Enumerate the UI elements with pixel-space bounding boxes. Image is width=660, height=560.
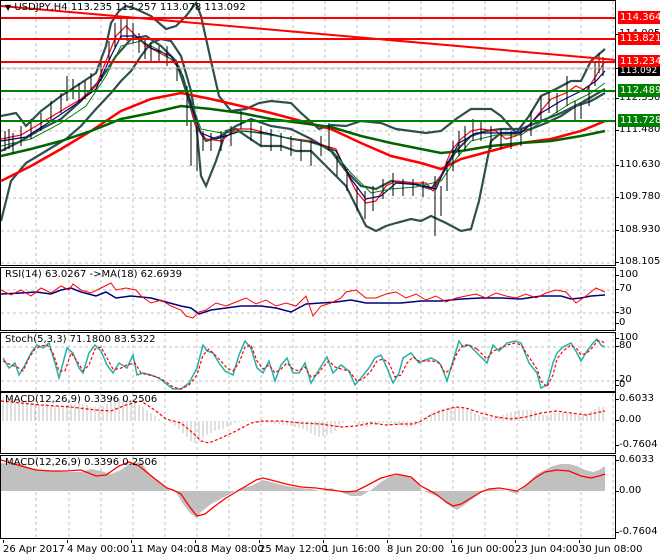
rsi-tick: 0 xyxy=(615,317,626,328)
price-label-114364: 114.364 xyxy=(618,11,660,24)
macd2-signal-line xyxy=(1,459,606,517)
macd2-histogram-area xyxy=(1,462,605,518)
macd2-tick: 0.6033 xyxy=(616,454,654,465)
candles xyxy=(4,16,604,236)
time-label: 23 Jun 04:00 xyxy=(515,540,579,555)
stochastic-panel[interactable]: Stoch(5,3,3) 71.1800 83.5322 xyxy=(0,332,616,392)
price-chart-panel[interactable]: ▼ USDJPY,H4 113.235 113.257 113.078 113.… xyxy=(0,0,616,266)
time-label: 26 Apr 2017 xyxy=(3,540,65,555)
time-axis: 26 Apr 2017 4 May 00:00 11 May 04:00 18 … xyxy=(0,540,660,560)
macd2-tick: 0.00 xyxy=(615,485,642,496)
macd2-canvas xyxy=(1,456,614,538)
rsi-tick: 30 xyxy=(616,306,632,317)
stoch-tick: 0 xyxy=(615,379,626,390)
price-label-111728: 111.728 xyxy=(618,114,660,127)
time-label: 11 May 04:00 xyxy=(131,540,200,555)
ma-green-slow xyxy=(1,104,606,158)
current-price-label: 113.092 xyxy=(618,67,660,76)
macd2-title: MACD(12,26,9) 0.3396 0.2506 xyxy=(5,457,158,468)
rsi-tick: 100 xyxy=(615,269,639,280)
rsi-line xyxy=(1,282,606,319)
price-tick: 109.780 xyxy=(615,191,660,202)
price-label-112489: 112.489 xyxy=(618,84,660,97)
ma-blue-fast xyxy=(1,35,606,200)
stoch-tick: 80 xyxy=(616,340,632,351)
time-label: 25 May 12:00 xyxy=(259,540,328,555)
stoch-title: Stoch(5,3,3) 71.1800 83.5322 xyxy=(5,334,156,345)
price-label-113821: 113.821 xyxy=(618,32,660,45)
rsi-canvas xyxy=(1,268,615,330)
macd-panel-2[interactable]: MACD(12,26,9) 0.3396 0.2506 xyxy=(0,455,616,539)
time-label: 18 May 08:00 xyxy=(195,540,264,555)
macd-panel-1[interactable]: MACD(12,26,9) 0.3396 0.2506 xyxy=(0,392,616,454)
ma-green-fast xyxy=(1,40,606,194)
rsi-title: RSI(14) 63.0267 ->MA(18) 62.6939 xyxy=(5,269,182,280)
stoch-axis: 100 80 20 0 xyxy=(615,332,660,392)
time-label: 30 Jun 08:00 xyxy=(579,540,643,555)
ohlc-text: USDJPY,H4 113.235 113.257 113.078 113.09… xyxy=(14,2,246,13)
rsi-panel[interactable]: RSI(14) 63.0267 ->MA(18) 62.6939 xyxy=(0,267,616,331)
price-tick: 108.105 xyxy=(615,256,660,267)
ma-red-fast xyxy=(1,25,606,204)
macd1-title: MACD(12,26,9) 0.3396 0.2506 xyxy=(5,394,158,405)
rsi-tick: 70 xyxy=(616,283,632,294)
macd1-canvas xyxy=(1,393,614,453)
price-chart-canvas xyxy=(1,1,615,265)
macd1-tick: -0.7604 xyxy=(616,439,658,450)
time-label: 4 May 00:00 xyxy=(67,540,130,555)
collapse-triangle-icon[interactable]: ▼ xyxy=(5,3,12,12)
macd2-axis: 0.6033 0.00 -0.7604 xyxy=(615,454,660,539)
stoch-canvas xyxy=(1,333,615,391)
rsi-axis: 100 70 30 0 xyxy=(615,267,660,331)
time-label: 8 Jun 20:00 xyxy=(387,540,445,555)
macd1-tick: 0.6033 xyxy=(616,393,654,404)
chart-title: ▼ USDJPY,H4 113.235 113.257 113.078 113.… xyxy=(5,2,246,13)
price-tick: 112.330 xyxy=(615,92,660,103)
price-tick: 111.480 xyxy=(615,124,660,135)
macd2-tick: -0.7604 xyxy=(616,526,658,537)
trendline-resistance xyxy=(1,5,615,61)
price-tick: 108.930 xyxy=(615,224,660,235)
stoch-signal-line xyxy=(2,344,478,390)
price-label-113234: 113.234 xyxy=(618,55,660,68)
stoch-tick: 20 xyxy=(616,374,632,385)
bollinger-bands xyxy=(1,1,606,233)
stoch-main-line xyxy=(2,339,478,390)
price-tick: 110.630 xyxy=(615,159,660,170)
time-label: 16 Jun 00:00 xyxy=(451,540,515,555)
rsi-ma-line xyxy=(1,287,606,315)
macd1-signal-line xyxy=(1,400,606,444)
macd1-histogram xyxy=(2,397,604,443)
macd1-tick: 0.00 xyxy=(615,414,642,425)
macd1-axis: 0.6033 0.00 -0.7604 xyxy=(615,392,660,454)
stoch-tick: 100 xyxy=(615,332,639,343)
time-label: 1 Jun 16:00 xyxy=(323,540,381,555)
